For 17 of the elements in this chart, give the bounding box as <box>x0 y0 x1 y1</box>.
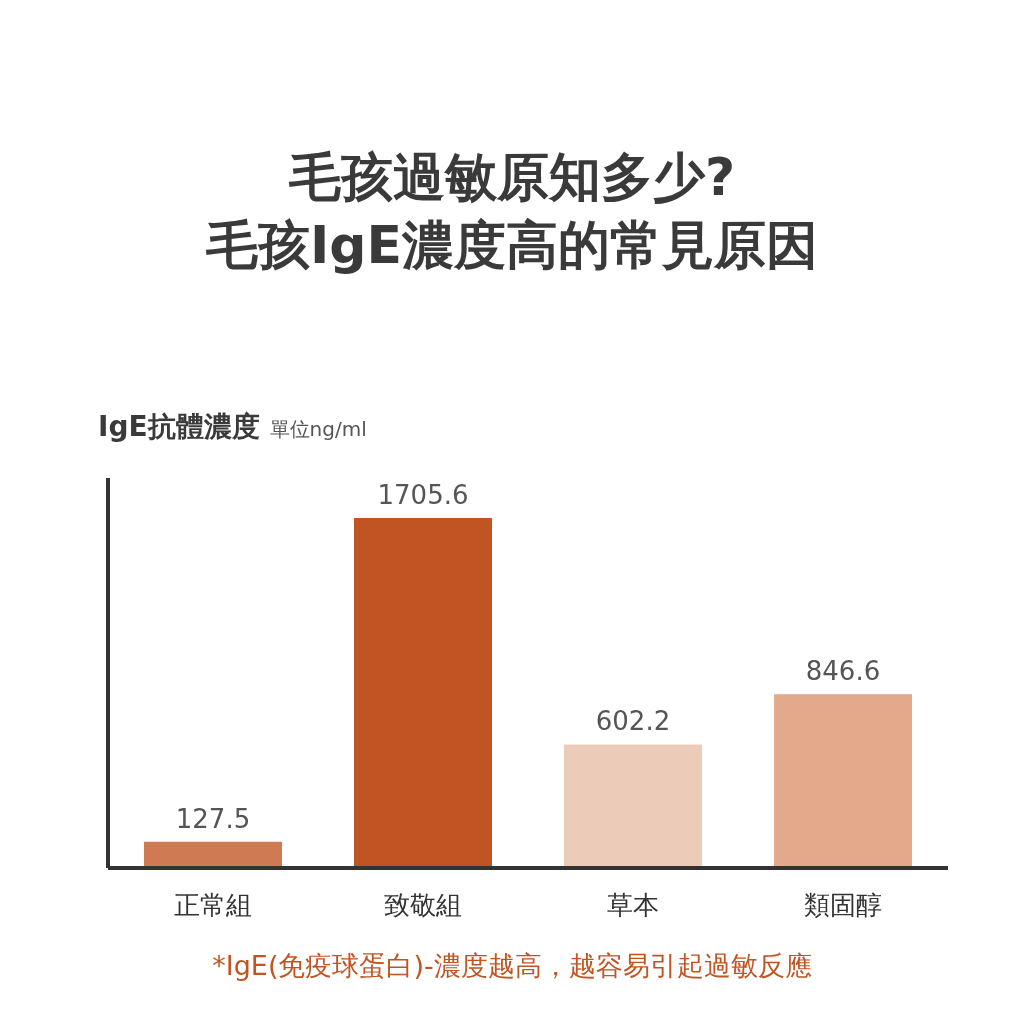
data-label: 846.6 <box>805 656 881 687</box>
y-axis-title: IgE抗體濃度 <box>98 409 260 445</box>
chart-title: 毛孩過敏原知多少? <box>287 146 737 209</box>
bar <box>354 517 492 868</box>
data-label: 127.5 <box>175 803 251 834</box>
chart-subtitle: 毛孩IgE濃度高的常見原因 <box>204 214 820 277</box>
data-label: 1705.6 <box>377 479 469 510</box>
x-tick-label: 類固醇 <box>804 890 882 921</box>
bar <box>564 744 702 868</box>
bar <box>144 841 282 868</box>
bar <box>774 694 912 868</box>
x-tick-label: 草本 <box>607 890 659 921</box>
x-tick-label: 正常組 <box>174 890 252 921</box>
text: *IgE(免疫球蛋白)-濃度越高，越容易引起過敏反應 <box>211 949 813 983</box>
text: 單位ng/ml <box>269 416 367 443</box>
x-tick-label: 致敬組 <box>384 890 462 921</box>
data-label: 602.2 <box>595 706 671 737</box>
